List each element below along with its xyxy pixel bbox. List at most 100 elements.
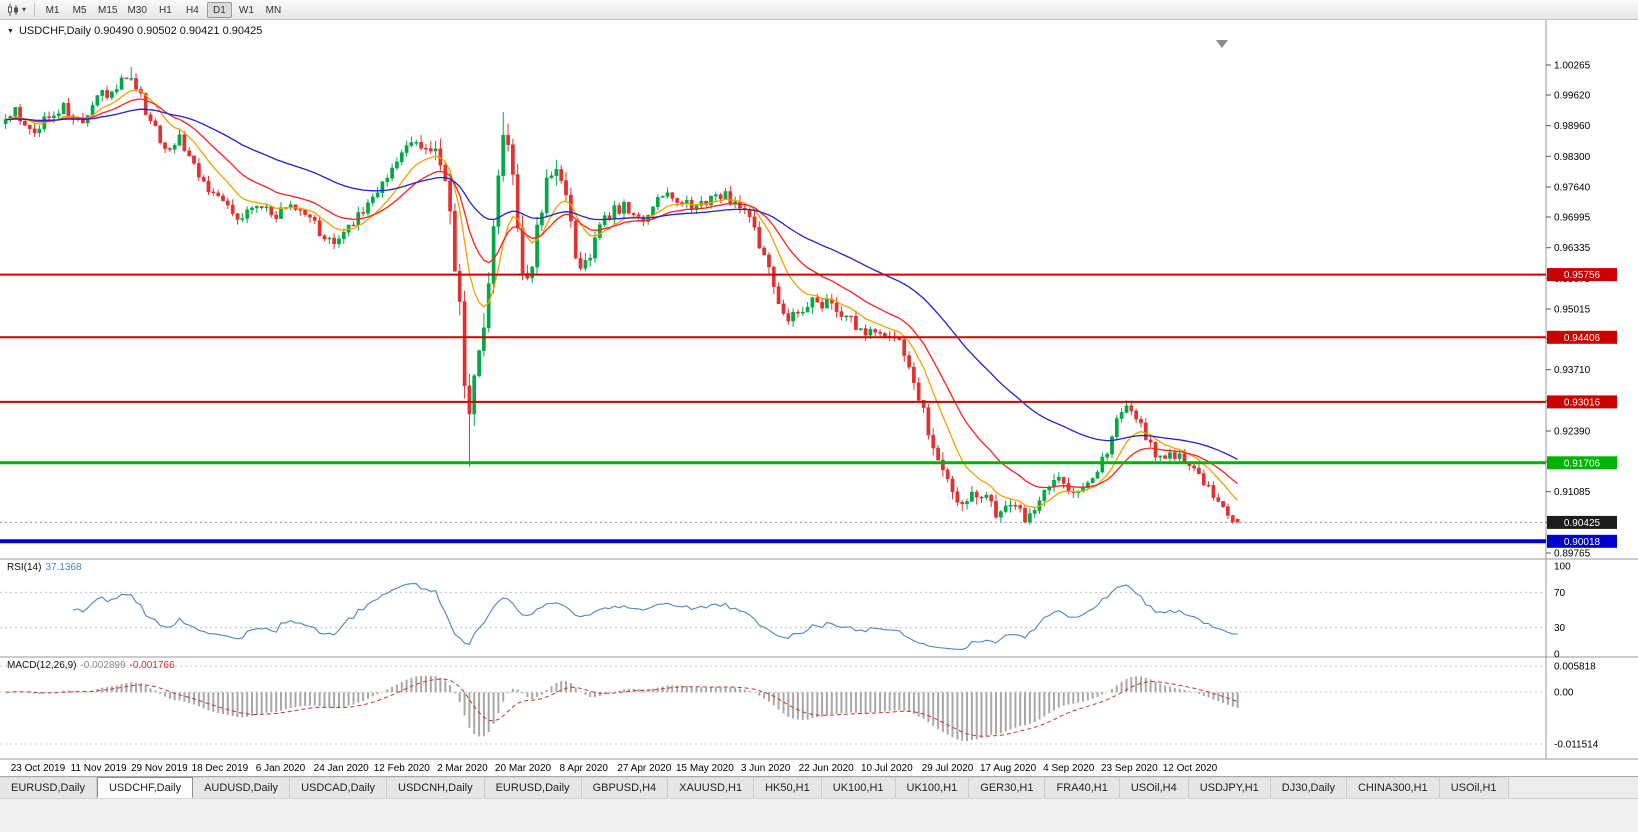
chart-tab-usdchf-daily[interactable]: USDCHF,Daily xyxy=(96,777,194,798)
chart-tab-usoil-h4[interactable]: USOil,H4 xyxy=(1119,777,1189,798)
time-scale[interactable]: 23 Oct 2019 11 Nov 2019 29 Nov 2019 18 Dec … xyxy=(11,763,1218,774)
x-axis-label: 12 Feb 2020 xyxy=(374,763,431,774)
timeframe-buttons: M1 M5 M15 M30 H1 H4 D1 W1 MN xyxy=(40,1,286,18)
timeframe-button-h4[interactable]: H4 xyxy=(186,4,199,16)
y-axis-label: 0.98300 xyxy=(1554,152,1591,163)
y-axis-label: 0.92390 xyxy=(1554,427,1591,438)
x-axis-label: 23 Oct 2019 xyxy=(11,763,66,774)
x-axis-label: 18 Dec 2019 xyxy=(192,763,249,774)
timeframe-button-mn[interactable]: MN xyxy=(265,4,282,16)
macd-histogram xyxy=(9,675,1239,742)
hline-price-box-label: 0.95756 xyxy=(1564,270,1601,281)
moving-average-lines xyxy=(5,89,1239,509)
x-axis-label: 15 May 2020 xyxy=(676,763,734,774)
y-axis-label: 0.97640 xyxy=(1554,183,1591,194)
x-axis-label: 20 Mar 2020 xyxy=(495,763,552,774)
y-axis-label: 1.00265 xyxy=(1554,61,1591,72)
chart-tab-usdcnh-daily[interactable]: USDCNH,Daily xyxy=(387,777,485,798)
macd-name: MACD(12,26,9) xyxy=(7,660,77,671)
rsi-line xyxy=(73,583,1238,650)
rsi-value: 37.1368 xyxy=(45,562,82,573)
y-axis-label: 0.96335 xyxy=(1554,243,1591,254)
timeframe-button-m1[interactable]: M1 xyxy=(45,4,60,16)
macd-signal-value: -0.001766 xyxy=(129,660,175,671)
rsi-scale-label: 70 xyxy=(1554,588,1566,599)
current-price-box-label: 0.90425 xyxy=(1564,518,1601,529)
timeframe-button-d1[interactable]: D1 xyxy=(206,1,232,18)
chart-tabs-bar: EURUSD,Daily USDCHF,Daily AUDUSD,Daily USDC… xyxy=(0,776,1638,798)
x-axis-label: 12 Oct 2020 xyxy=(1163,763,1218,774)
x-axis-label: 17 Aug 2020 xyxy=(980,763,1037,774)
timeframe-button-w1[interactable]: W1 xyxy=(238,4,254,16)
chart-tab-uk100-h1[interactable]: UK100,H1 xyxy=(821,777,896,798)
x-axis-label: 10 Jul 2020 xyxy=(861,763,913,774)
rsi-indicator-label: RSI(14) 37.1368 xyxy=(7,562,86,573)
rsi-name: RSI(14) xyxy=(7,562,42,573)
horizontal-object-lines xyxy=(0,273,1546,544)
y-axis-label: 0.98960 xyxy=(1554,121,1591,132)
x-axis-label: 29 Nov 2019 xyxy=(131,763,188,774)
chart-tab-hk50-h1[interactable]: HK50,H1 xyxy=(754,777,822,798)
chart-tab-dj30-daily[interactable]: DJ30,Daily xyxy=(1270,777,1347,798)
y-axis-label: 0.95015 xyxy=(1554,305,1591,316)
macd-main-value: -0.002899 xyxy=(80,660,126,671)
x-axis-label: 8 Apr 2020 xyxy=(560,763,609,774)
rsi-scale-label: 100 xyxy=(1554,562,1571,573)
hline-price-box-label: 0.93016 xyxy=(1564,397,1601,408)
ma-10-line xyxy=(5,89,1239,509)
x-axis-label: 11 Nov 2019 xyxy=(71,763,127,774)
chart-tab-usdcad-daily[interactable]: USDCAD,Daily xyxy=(290,777,388,798)
timeframe-button-m5[interactable]: M5 xyxy=(72,4,87,16)
chart-tab-usoil-h1[interactable]: USOil,H1 xyxy=(1439,777,1509,798)
macd-indicator-label: MACD(12,26,9) -0.002899 -0.001766 xyxy=(7,660,179,671)
hline-price-box-label: 0.91706 xyxy=(1564,458,1601,469)
chart-tab-eurusd-daily[interactable]: EURUSD,Daily xyxy=(0,777,97,798)
chart-area[interactable]: 1.00265 0.99620 0.98960 0.98300 0.97640 0.969… xyxy=(0,20,1638,776)
price-marker-boxes: 0.95756 0.94406 0.93016 0.91706 0.90018 0.904… xyxy=(1547,268,1617,548)
chart-tab-ger30-h1[interactable]: GER30,H1 xyxy=(969,777,1046,798)
macd-scale-label: 0.00 xyxy=(1554,688,1574,699)
hline-price-box-label: 0.94406 xyxy=(1564,333,1601,344)
hline-price-box xyxy=(1547,395,1617,409)
ma-21-line xyxy=(5,98,1239,489)
macd-scale-label: 0.005818 xyxy=(1554,662,1596,673)
chart-tab-gbpusd-h4[interactable]: GBPUSD,H4 xyxy=(581,777,669,798)
chart-tab-xauusd-h1[interactable]: XAUUSD,H1 xyxy=(668,777,755,798)
hline-price-box xyxy=(1547,268,1617,282)
price-chart-svg[interactable]: 1.00265 0.99620 0.98960 0.98300 0.97640 0.969… xyxy=(0,20,1638,776)
y-axis-label: 0.91085 xyxy=(1554,487,1591,498)
chart-title: ▼ USDCHF,Daily 0.90490 0.90502 0.90421 0… xyxy=(7,25,262,37)
chart-tab-audusd-daily[interactable]: AUDUSD,Daily xyxy=(193,777,291,798)
y-axis-label: 0.89765 xyxy=(1554,549,1591,560)
timeframe-button-m30[interactable]: M30 xyxy=(127,4,147,16)
chart-type-dropdown-caret-icon[interactable]: ▾ xyxy=(22,5,27,14)
chart-tab-usdjpy-h1[interactable]: USDJPY,H1 xyxy=(1188,777,1271,798)
timeframe-toolbar: ▾ M1 M5 M15 M30 H1 H4 D1 W1 MN xyxy=(0,0,1638,20)
chart-tab-fra40-h1[interactable]: FRA40,H1 xyxy=(1045,777,1120,798)
y-axis-label: 0.96995 xyxy=(1554,213,1591,224)
x-axis-label: 24 Jan 2020 xyxy=(314,763,369,774)
y-axis-label: 0.99620 xyxy=(1554,91,1591,102)
chart-shift-marker-icon[interactable] xyxy=(1216,40,1228,48)
x-axis-label: 22 Jun 2020 xyxy=(799,763,854,774)
rsi-scale-label: 0 xyxy=(1554,650,1560,661)
x-axis-label: 4 Sep 2020 xyxy=(1043,763,1095,774)
symbol-dropdown-icon[interactable]: ▼ xyxy=(7,27,14,35)
hline-price-box xyxy=(1547,456,1617,470)
hline-price-box xyxy=(1547,534,1617,548)
chart-tab-uk100-h1[interactable]: UK100,H1 xyxy=(895,777,970,798)
candlestick-chart-icon[interactable] xyxy=(4,2,22,18)
toolbar-separator xyxy=(34,2,36,17)
timeframe-button-h1[interactable]: H1 xyxy=(159,4,172,16)
y-axis-label: 0.93710 xyxy=(1554,365,1591,376)
candlesticks xyxy=(3,66,1240,525)
chart-title-text: USDCHF,Daily 0.90490 0.90502 0.90421 0.9… xyxy=(18,25,263,37)
chart-tab-china300-h1[interactable]: CHINA300,H1 xyxy=(1346,777,1440,798)
hline-price-box-label: 0.90018 xyxy=(1564,537,1601,548)
chart-tab-eurusd-daily[interactable]: EURUSD,Daily xyxy=(484,777,582,798)
rsi-scale-label: 30 xyxy=(1554,623,1566,634)
current-price-box xyxy=(1547,515,1617,529)
ma-55-line xyxy=(5,108,1238,460)
x-axis-label: 3 Jun 2020 xyxy=(741,763,791,774)
timeframe-button-m15[interactable]: M15 xyxy=(98,4,118,16)
